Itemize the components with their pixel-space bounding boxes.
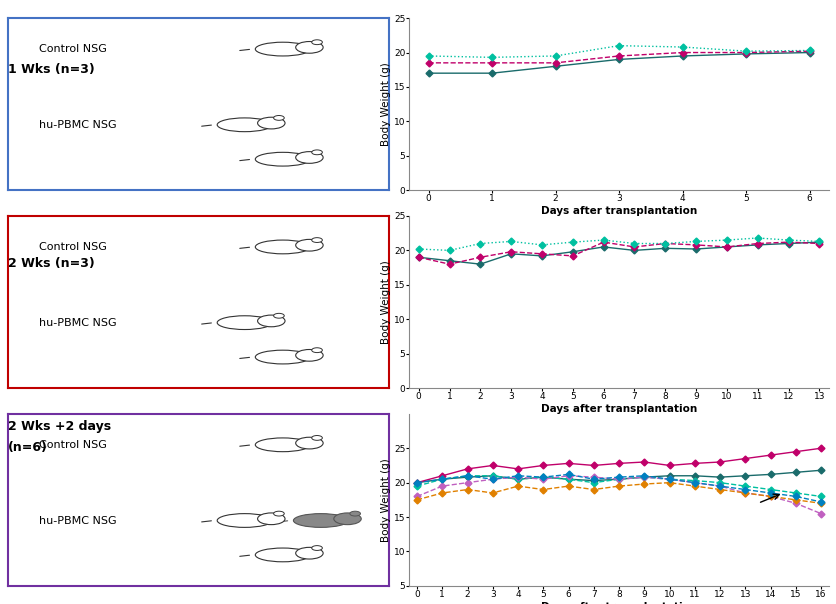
Ellipse shape: [311, 545, 322, 550]
Ellipse shape: [217, 118, 272, 132]
Ellipse shape: [295, 547, 323, 559]
Ellipse shape: [255, 548, 310, 562]
Ellipse shape: [255, 350, 310, 364]
Ellipse shape: [311, 237, 322, 242]
Ellipse shape: [255, 438, 310, 452]
Text: 1 Wks (n=3): 1 Wks (n=3): [8, 63, 95, 77]
Ellipse shape: [255, 240, 310, 254]
Ellipse shape: [311, 348, 322, 353]
Text: Control NSG: Control NSG: [38, 242, 107, 252]
Ellipse shape: [295, 42, 323, 53]
Ellipse shape: [349, 511, 360, 516]
Ellipse shape: [295, 152, 323, 163]
Ellipse shape: [255, 152, 310, 166]
X-axis label: Days after transplantation: Days after transplantation: [540, 602, 696, 604]
Ellipse shape: [273, 511, 284, 516]
Ellipse shape: [334, 513, 361, 525]
Ellipse shape: [295, 350, 323, 361]
Ellipse shape: [255, 42, 310, 56]
Ellipse shape: [273, 115, 284, 120]
Ellipse shape: [273, 313, 284, 318]
Ellipse shape: [217, 316, 272, 330]
X-axis label: Days after transplantation: Days after transplantation: [540, 206, 696, 216]
Ellipse shape: [311, 150, 322, 155]
X-axis label: Days after transplantation: Days after transplantation: [540, 404, 696, 414]
Text: Control NSG: Control NSG: [38, 440, 107, 450]
Ellipse shape: [295, 239, 323, 251]
Text: Control NSG: Control NSG: [38, 44, 107, 54]
Ellipse shape: [257, 315, 285, 327]
Ellipse shape: [311, 40, 322, 45]
Ellipse shape: [217, 513, 272, 527]
Text: hu-PBMC NSG: hu-PBMC NSG: [38, 515, 116, 525]
Text: (n=6): (n=6): [8, 441, 48, 454]
Ellipse shape: [257, 117, 285, 129]
Text: 2 Wks (n=3): 2 Wks (n=3): [8, 257, 95, 270]
Ellipse shape: [293, 513, 348, 527]
Y-axis label: Body Weight (g): Body Weight (g): [380, 458, 390, 542]
Text: hu-PBMC NSG: hu-PBMC NSG: [38, 318, 116, 327]
Text: hu-PBMC NSG: hu-PBMC NSG: [38, 120, 116, 130]
Text: 2 Wks +2 days: 2 Wks +2 days: [8, 420, 111, 433]
Y-axis label: Body Weight (g): Body Weight (g): [380, 62, 390, 146]
Ellipse shape: [311, 435, 322, 440]
Y-axis label: Body Weight (g): Body Weight (g): [380, 260, 390, 344]
Ellipse shape: [295, 437, 323, 449]
Ellipse shape: [257, 513, 285, 525]
